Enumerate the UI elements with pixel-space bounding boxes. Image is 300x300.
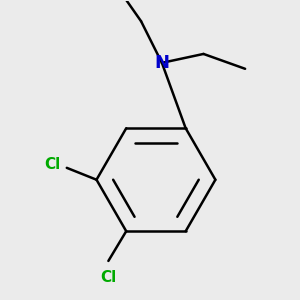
Text: Cl: Cl: [45, 158, 61, 172]
Text: Cl: Cl: [100, 270, 116, 285]
Text: N: N: [154, 54, 169, 72]
